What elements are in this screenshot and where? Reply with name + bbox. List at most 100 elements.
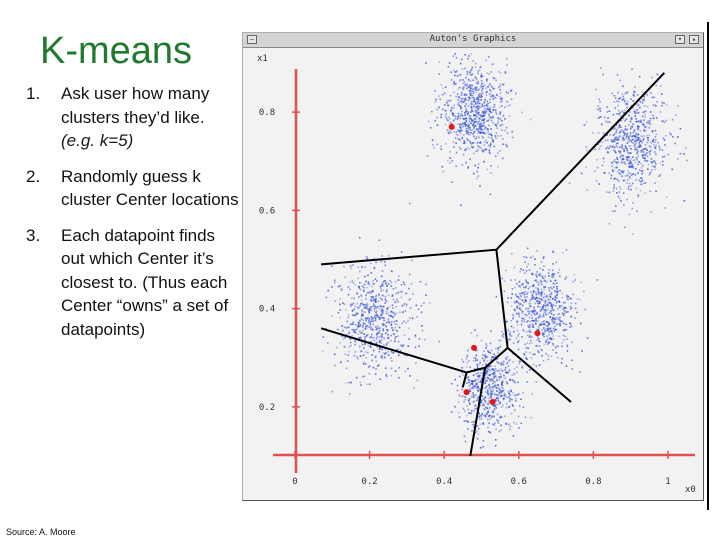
datapoint (455, 57, 458, 59)
datapoint (469, 141, 472, 144)
datapoint (474, 408, 476, 410)
datapoint (477, 130, 480, 133)
datapoint (617, 139, 620, 141)
datapoint (473, 172, 475, 175)
datapoint (485, 87, 487, 90)
datapoint (621, 172, 624, 174)
datapoint (549, 279, 551, 282)
datapoint (502, 394, 504, 397)
datapoint (483, 101, 486, 104)
datapoint (579, 371, 581, 373)
window-maximize-button[interactable]: ▴ (689, 35, 699, 44)
datapoint (525, 351, 527, 353)
cluster-center (463, 389, 470, 396)
datapoint (468, 71, 471, 74)
datapoint (661, 120, 664, 123)
datapoint (487, 136, 490, 139)
datapoint (489, 418, 491, 420)
datapoint (400, 290, 403, 293)
datapoint (509, 90, 512, 92)
datapoint (617, 179, 620, 182)
datapoint (478, 396, 480, 398)
datapoint (481, 395, 484, 397)
datapoint (392, 352, 395, 354)
window-minimize-button[interactable]: ▾ (675, 35, 685, 44)
datapoint (452, 55, 455, 57)
datapoint (321, 350, 324, 352)
datapoint (566, 345, 569, 348)
datapoint (387, 319, 390, 322)
datapoint (624, 163, 627, 165)
datapoint (376, 280, 378, 282)
datapoint (643, 153, 646, 156)
datapoint (352, 264, 354, 266)
window-titlebar[interactable]: – Auton's Graphics ▾ ▴ (243, 33, 703, 48)
datapoint (629, 166, 631, 168)
datapoint (392, 333, 395, 335)
datapoint (534, 258, 536, 260)
datapoint (540, 288, 543, 291)
datapoint (340, 361, 342, 364)
datapoint (394, 323, 397, 325)
datapoint (550, 291, 553, 294)
datapoint (458, 130, 460, 132)
datapoint (461, 98, 464, 101)
datapoint (350, 344, 352, 347)
datapoint (483, 355, 486, 357)
datapoint (499, 89, 502, 91)
datapoint (511, 398, 513, 401)
window-menu-button[interactable]: – (247, 35, 257, 44)
datapoint (623, 179, 626, 182)
datapoint (613, 160, 615, 163)
datapoint (490, 85, 493, 88)
datapoint (486, 108, 489, 110)
datapoint (580, 281, 582, 284)
datapoint (367, 366, 370, 368)
datapoint (478, 381, 480, 383)
datapoint (495, 125, 498, 127)
datapoint (475, 354, 478, 357)
datapoint (547, 354, 550, 357)
datapoint (536, 297, 539, 300)
datapoint (482, 137, 484, 139)
datapoint (527, 291, 529, 293)
datapoint (475, 372, 478, 375)
datapoint (370, 326, 372, 328)
datapoint (624, 125, 627, 128)
datapoint (493, 408, 496, 411)
datapoint (621, 171, 624, 173)
datapoint (516, 307, 518, 309)
datapoint (522, 330, 525, 332)
datapoint (369, 308, 372, 310)
datapoint (594, 170, 596, 173)
datapoint (364, 337, 366, 340)
datapoint (499, 95, 501, 98)
datapoint (644, 110, 647, 113)
datapoint (541, 354, 543, 357)
datapoint (643, 95, 645, 98)
datapoint (351, 303, 353, 306)
graphics-window[interactable]: – Auton's Graphics ▾ ▴ 0 0.2 0.4 0.6 0.8 1 0.2… (242, 32, 704, 501)
datapoint (635, 140, 637, 143)
datapoint (617, 161, 620, 164)
datapoint (361, 330, 364, 332)
datapoint (525, 279, 527, 281)
datapoint (626, 104, 628, 106)
datapoint (499, 402, 501, 405)
datapoint (375, 307, 378, 309)
datapoint (469, 383, 472, 385)
datapoint (469, 388, 471, 391)
datapoint (641, 149, 643, 152)
datapoint (347, 286, 349, 289)
datapoint (378, 327, 381, 330)
datapoint (518, 280, 521, 283)
datapoint (462, 407, 465, 410)
datapoint (462, 126, 464, 128)
datapoint (349, 304, 352, 306)
datapoint (640, 140, 642, 143)
datapoint (482, 85, 484, 88)
datapoint (519, 292, 521, 295)
datapoint (615, 124, 618, 126)
datapoint (543, 323, 546, 325)
datapoint (477, 385, 479, 388)
